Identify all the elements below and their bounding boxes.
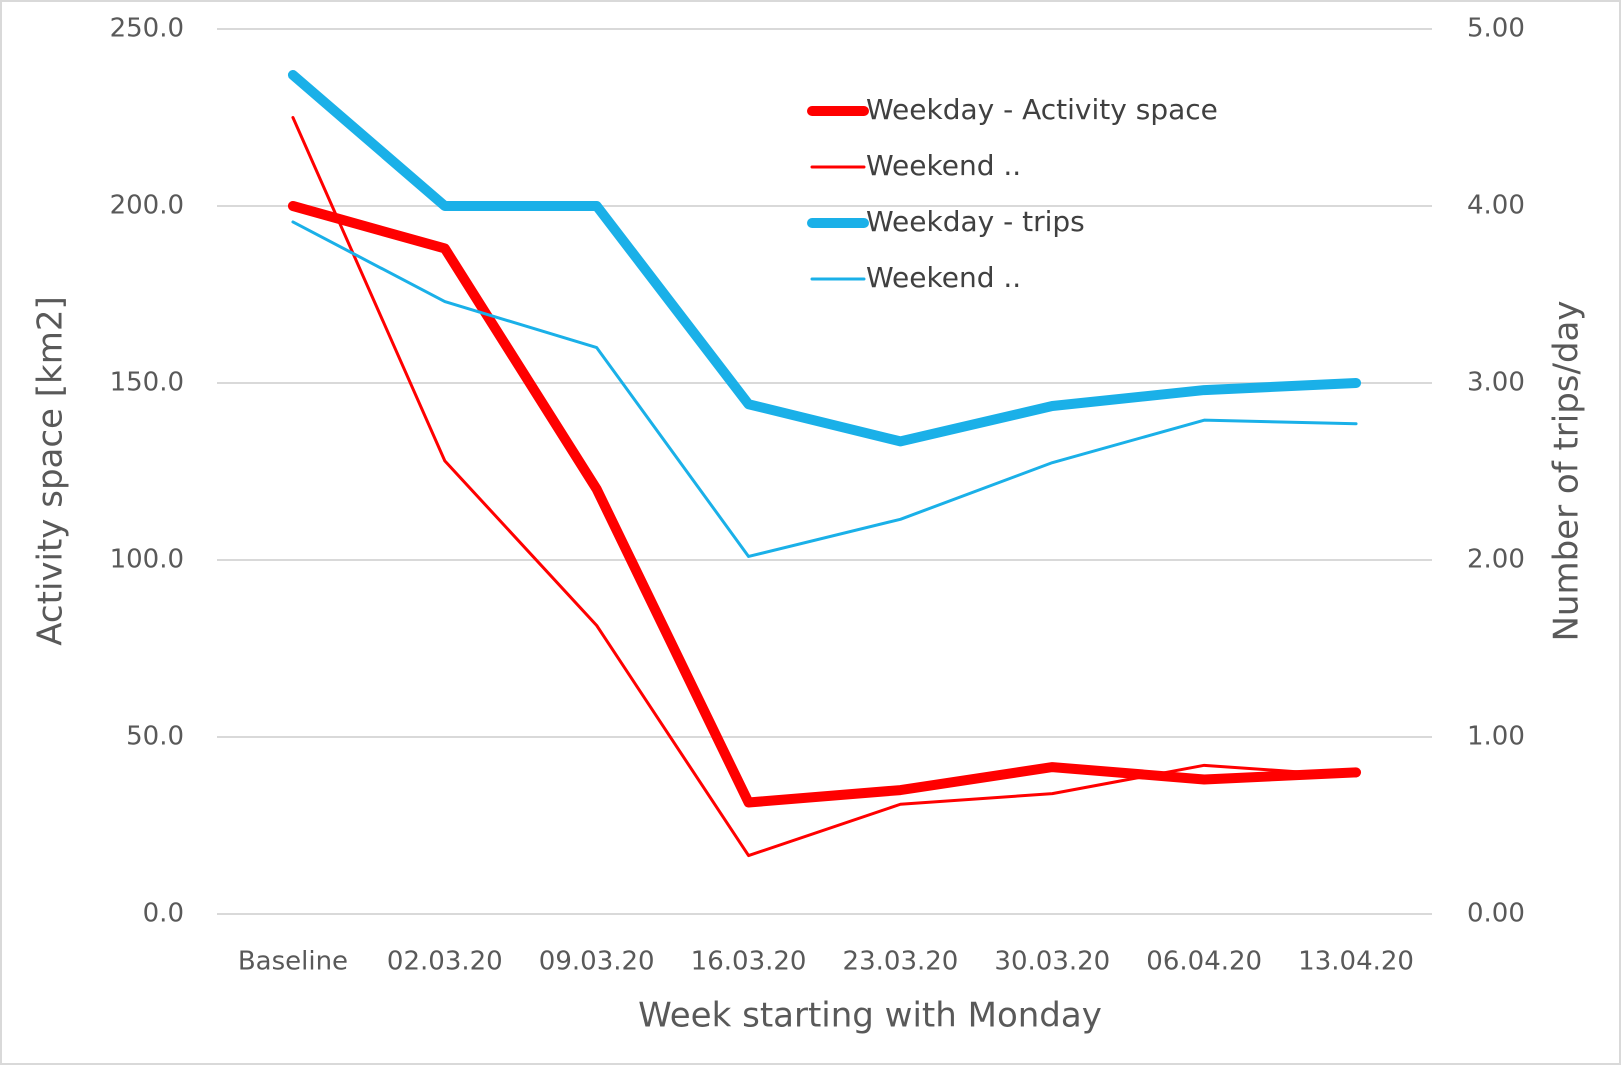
y-tick-label: 0.0 [143,899,184,929]
y-axis-title: Activity space [km2] [31,296,71,645]
y2-tick-label: 0.00 [1467,899,1525,929]
series-line [287,201,1362,808]
y2-tick-label: 2.00 [1467,545,1525,575]
series-line [291,220,1358,558]
y2-axis-title: Number of trips/day [1547,300,1587,641]
x-tick-label: 13.04.20 [1298,947,1414,977]
y2-tick-label: 5.00 [1467,14,1525,44]
legend-label: Weekday - Activity space [866,93,1218,126]
x-tick-label: 23.03.20 [843,947,959,977]
y-tick-label: 100.0 [110,545,184,575]
x-tick-label: Baseline [238,947,348,977]
y2-tick-label: 4.00 [1467,191,1525,221]
x-tick-label: 30.03.20 [994,947,1110,977]
y2-tick-label: 3.00 [1467,368,1525,398]
y-tick-label: 250.0 [110,14,184,44]
x-axis-title: Week starting with Monday [638,996,1102,1036]
series-line [287,70,1362,447]
y-tick-label: 50.0 [126,722,184,752]
legend-label: Weekday - trips [866,205,1085,238]
x-tick-label: 02.03.20 [387,947,503,977]
y2-tick-label: 1.00 [1467,722,1525,752]
legend-label: Weekend .. [866,149,1021,182]
x-tick-label: 16.03.20 [691,947,807,977]
x-tick-label: 06.04.20 [1146,947,1262,977]
x-tick-label: 09.03.20 [539,947,655,977]
y-tick-label: 150.0 [110,368,184,398]
series-line [291,116,1358,858]
y-tick-label: 200.0 [110,191,184,221]
legend-label: Weekend .. [866,261,1021,294]
